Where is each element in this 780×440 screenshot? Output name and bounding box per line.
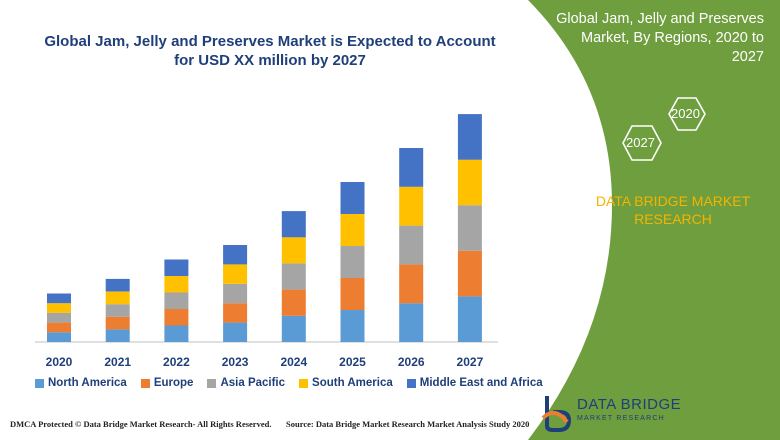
bar-segment-2020-south-america xyxy=(47,303,71,313)
x-tick-label: 2022 xyxy=(163,355,190,369)
bar-segment-2021-europe xyxy=(105,316,130,330)
legend-label: Europe xyxy=(153,377,194,389)
bar-segment-2024-europe xyxy=(281,289,306,316)
chart-legend: North America Europe Asia Pacific South … xyxy=(35,377,543,389)
chart-title-line-1: Global Jam, Jelly and Preserves Market i… xyxy=(44,33,496,50)
bar-segment-2021-north-america xyxy=(105,329,130,342)
bar-segment-2020-middle-east-and-africa xyxy=(47,293,71,304)
bar-segment-2022-north-america xyxy=(164,325,189,342)
bar-segment-2025-north-america xyxy=(340,310,365,342)
bar-segment-2023-europe xyxy=(223,303,248,323)
panel-title-line-2: Market, By Regions, 2020 to xyxy=(581,30,764,46)
brand-text: DATA BRIDGE MARKET RESEARCH xyxy=(588,192,758,228)
hex-label-2027: 2027 xyxy=(626,135,655,150)
legend-swatch xyxy=(140,378,150,388)
bar-segment-2026-asia-pacific xyxy=(399,225,424,265)
brand-text-line-2: RESEARCH xyxy=(634,211,712,227)
bar-segment-2022-europe xyxy=(164,309,189,326)
x-tick-label: 2021 xyxy=(104,355,131,369)
logo-line-2: MARKET RESEARCH xyxy=(577,415,665,422)
bar-segment-2024-asia-pacific xyxy=(281,263,306,290)
bar-segment-2027-europe xyxy=(457,250,482,297)
bar-segment-2020-europe xyxy=(47,322,71,333)
legend-item-middle-east-africa: Middle East and Africa xyxy=(406,377,543,389)
bar-segment-2020-north-america xyxy=(47,332,71,342)
x-tick-label: 2024 xyxy=(280,355,307,369)
legend-swatch xyxy=(299,378,309,388)
legend-label: North America xyxy=(48,377,127,389)
hexagon-2027-icon xyxy=(622,125,662,161)
x-tick-label: 2025 xyxy=(339,355,366,369)
panel-title-line-1: Global Jam, Jelly and Preserves xyxy=(556,11,764,27)
logo-mark-icon xyxy=(541,396,572,432)
bar-segment-2026-middle-east-and-africa xyxy=(399,148,424,187)
legend-label: Middle East and Africa xyxy=(419,377,543,389)
hexagon-2020-icon xyxy=(668,97,706,131)
legend-swatch xyxy=(406,378,416,388)
bar-segment-2021-asia-pacific xyxy=(105,304,130,317)
bar-segment-2020-asia-pacific xyxy=(47,312,71,323)
bar-segment-2024-middle-east-and-africa xyxy=(281,211,306,238)
x-tick-label: 2020 xyxy=(46,355,73,369)
bar-segment-2022-middle-east-and-africa xyxy=(164,259,189,276)
chart-title-line-2: for USD XX million by 2027 xyxy=(174,52,366,69)
bar-segment-2023-north-america xyxy=(223,322,248,342)
company-logo: DATA BRIDGE MARKET RESEARCH xyxy=(541,390,773,434)
bar-chart: 2020 2021 2022 2023 2024 2025 2026 2027 xyxy=(46,114,484,369)
bar-segment-2021-middle-east-and-africa xyxy=(105,278,130,292)
bar-segment-2024-south-america xyxy=(281,237,306,264)
brand-text-line-1: DATA BRIDGE MARKET xyxy=(595,193,751,209)
bar-segment-2027-south-america xyxy=(457,159,482,206)
bar-segment-2027-asia-pacific xyxy=(457,205,482,251)
bar-segment-2025-asia-pacific xyxy=(340,246,365,278)
logo-line-1: DATA BRIDGE xyxy=(577,396,682,413)
source-footer: Source: Data Bridge Market Research Mark… xyxy=(286,419,530,429)
bar-segment-2024-north-america xyxy=(281,315,306,342)
bar-segment-2026-europe xyxy=(399,264,424,304)
chart-title: Global Jam, Jelly and Preserves Market i… xyxy=(10,32,530,70)
bar-segment-2025-middle-east-and-africa xyxy=(340,182,365,214)
bar-segment-2026-south-america xyxy=(399,186,424,226)
bar-segment-2023-middle-east-and-africa xyxy=(223,245,248,265)
panel-title-line-3: 2027 xyxy=(731,49,764,65)
bar-segment-2027-north-america xyxy=(457,296,482,342)
hex-label-2020: 2020 xyxy=(671,106,700,121)
legend-swatch xyxy=(35,378,44,388)
legend-item-north-america: North America xyxy=(35,377,127,389)
bar-segment-2027-middle-east-and-africa xyxy=(457,114,482,160)
bar-segment-2022-asia-pacific xyxy=(164,292,189,309)
bar-segment-2025-europe xyxy=(340,278,365,310)
bar-segment-2023-south-america xyxy=(223,264,248,284)
x-tick-label: 2027 xyxy=(457,355,484,369)
legend-item-europe: Europe xyxy=(140,377,194,389)
bar-segment-2022-south-america xyxy=(164,276,189,293)
legend-label: South America xyxy=(312,377,393,389)
bar-segment-2026-north-america xyxy=(399,303,424,342)
right-green-panel xyxy=(528,0,780,440)
x-tick-label: 2026 xyxy=(398,355,425,369)
legend-label: Asia Pacific xyxy=(220,377,286,389)
x-tick-label: 2023 xyxy=(222,355,249,369)
bar-segment-2023-asia-pacific xyxy=(223,283,248,304)
legend-item-asia-pacific: Asia Pacific xyxy=(207,377,285,389)
copyright-footer: DMCA Protected © Data Bridge Market Rese… xyxy=(10,419,272,429)
bar-segment-2025-south-america xyxy=(340,214,365,246)
panel-title: Global Jam, Jelly and Preserves Market, … xyxy=(534,10,764,67)
bar-segment-2021-south-america xyxy=(105,291,130,305)
legend-item-south-america: South America xyxy=(299,377,393,389)
legend-swatch xyxy=(207,378,217,388)
